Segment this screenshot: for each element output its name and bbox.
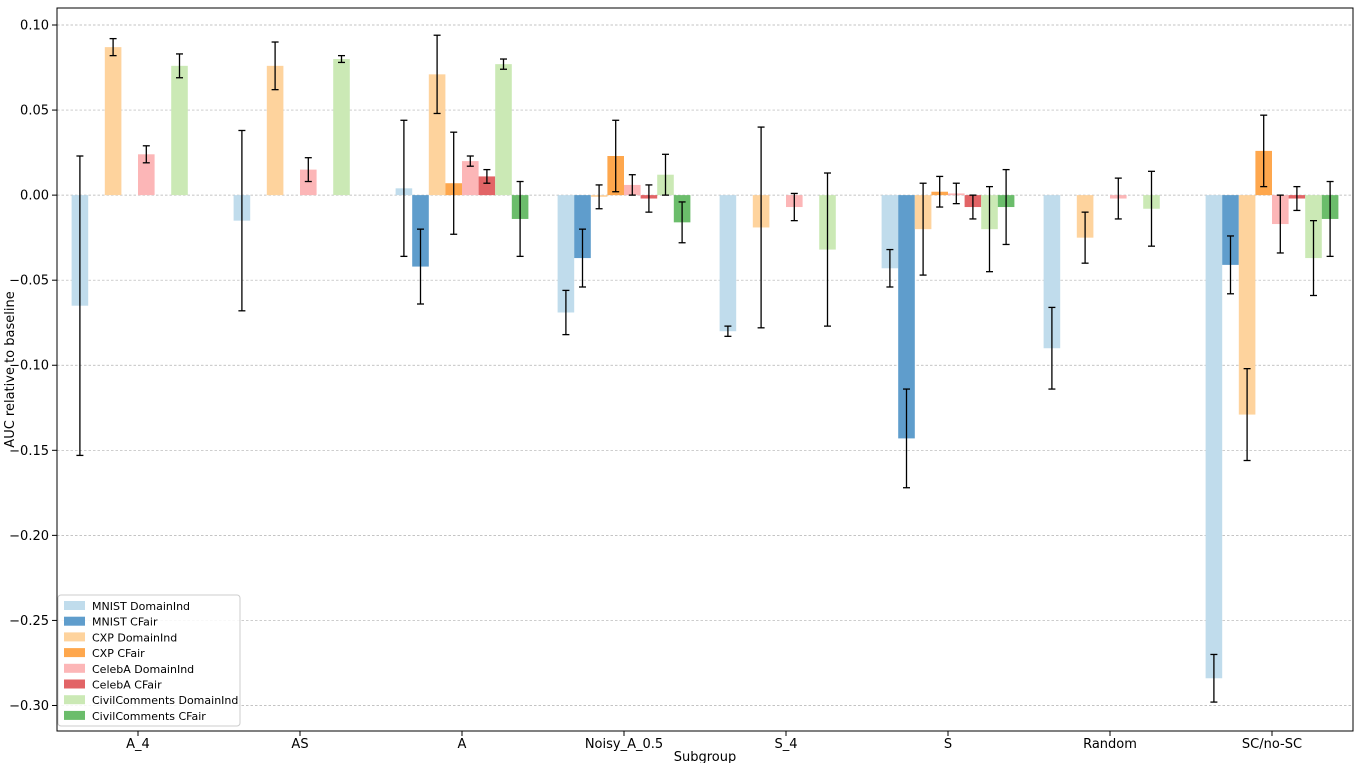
bar — [881, 195, 899, 269]
bar — [719, 195, 737, 332]
legend-swatch — [64, 663, 85, 673]
bars — [71, 47, 1339, 679]
y-tick-label: −0.05 — [9, 274, 49, 289]
legend-swatch — [64, 632, 85, 642]
legend-swatch — [64, 616, 85, 626]
y-tick-label: −0.15 — [9, 444, 49, 459]
bar — [300, 169, 317, 196]
x-axis: A_4 AS A Noisy_A_0.5 S_4 S Random SC/no-SC — [126, 731, 1302, 752]
bar — [1043, 195, 1061, 349]
y-axis-label: AUC relative to baseline — [3, 291, 18, 447]
legend-swatch — [64, 710, 85, 720]
plot-frame — [56, 7, 1354, 732]
y-tick-label: 0.00 — [20, 189, 49, 204]
legend-label: CelebA DomainInd — [92, 663, 194, 676]
bar — [266, 65, 284, 196]
y-tick-label: −0.20 — [9, 529, 49, 544]
legend-label: CXP DomainInd — [92, 631, 177, 644]
legend-frame — [57, 594, 241, 727]
legend-swatch — [64, 695, 85, 705]
error-bars — [76, 34, 1334, 703]
bar — [171, 65, 188, 196]
bar — [104, 47, 122, 196]
bar — [1238, 195, 1256, 415]
x-tick-label: SC/no-SC — [1242, 737, 1302, 752]
bar — [1222, 195, 1239, 265]
gridlines — [57, 24, 1353, 706]
legend-label: CelebA CFair — [92, 679, 162, 692]
y-tick-label: −0.25 — [9, 614, 49, 629]
bar — [574, 195, 591, 259]
bar — [462, 161, 479, 196]
y-tick-label: −0.30 — [9, 699, 49, 714]
x-tick-label: S — [944, 737, 952, 752]
legend-label: CXP CFair — [92, 647, 145, 660]
bar — [898, 195, 915, 439]
bar — [495, 64, 512, 196]
legend-swatch — [64, 648, 85, 658]
y-axis: 0.10 0.05 0.00 −0.05 −0.10 −0.15 −0.20 −0.25 −0.… — [9, 19, 57, 714]
y-tick-label: −0.10 — [9, 359, 49, 374]
bar — [557, 195, 575, 313]
x-tick-label: S_4 — [774, 737, 797, 752]
bar — [428, 74, 446, 196]
x-tick-label: A — [458, 737, 467, 752]
legend-swatch — [64, 601, 85, 610]
bar — [478, 176, 496, 196]
legend-label: CivilComments DomainInd — [92, 694, 238, 707]
y-tick-label: 0.05 — [20, 104, 49, 119]
x-tick-label: AS — [291, 737, 308, 752]
x-tick-label: A_4 — [126, 737, 150, 752]
x-tick-label: Noisy_A_0.5 — [585, 737, 663, 752]
x-tick-label: Random — [1083, 737, 1137, 752]
y-tick-label: 0.10 — [20, 19, 49, 34]
legend-label: MNIST DomainInd — [92, 600, 190, 613]
bar — [1205, 195, 1223, 679]
x-axis-label: Subgroup — [674, 750, 737, 763]
legend: MNIST DomainInd MNIST CFair CXP DomainInd C… — [57, 594, 241, 727]
bar — [333, 59, 350, 196]
legend-swatch — [64, 679, 85, 689]
legend-label: MNIST CFair — [92, 616, 158, 629]
legend-label: CivilComments CFair — [92, 710, 206, 723]
bar — [138, 154, 155, 196]
